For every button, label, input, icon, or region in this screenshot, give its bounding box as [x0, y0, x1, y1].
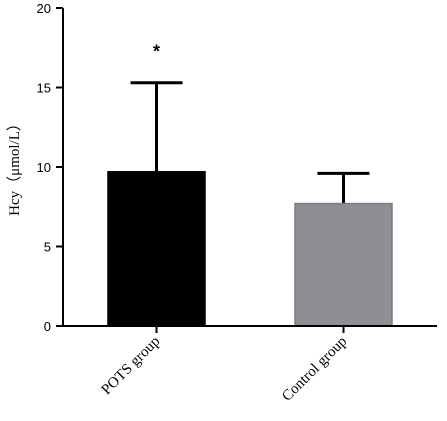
significance-marker: * — [153, 42, 160, 62]
y-axis: 0 5 10 15 20 — [37, 1, 64, 334]
y-tick-label: 0 — [44, 319, 51, 334]
x-tick-label: POTS group — [99, 334, 164, 399]
bar — [107, 171, 206, 327]
x-axis: POTS group Control group — [62, 325, 437, 405]
y-tick-label: 20 — [37, 1, 51, 16]
y-tick-label: 10 — [37, 160, 51, 175]
x-tick-label: Control group — [279, 334, 350, 405]
bars-group: * — [107, 42, 393, 327]
y-tick-label: 5 — [44, 240, 51, 255]
y-tick-label: 15 — [37, 81, 51, 96]
y-axis-label: Hcy（μmol/L） — [6, 116, 23, 216]
bar — [294, 202, 393, 327]
